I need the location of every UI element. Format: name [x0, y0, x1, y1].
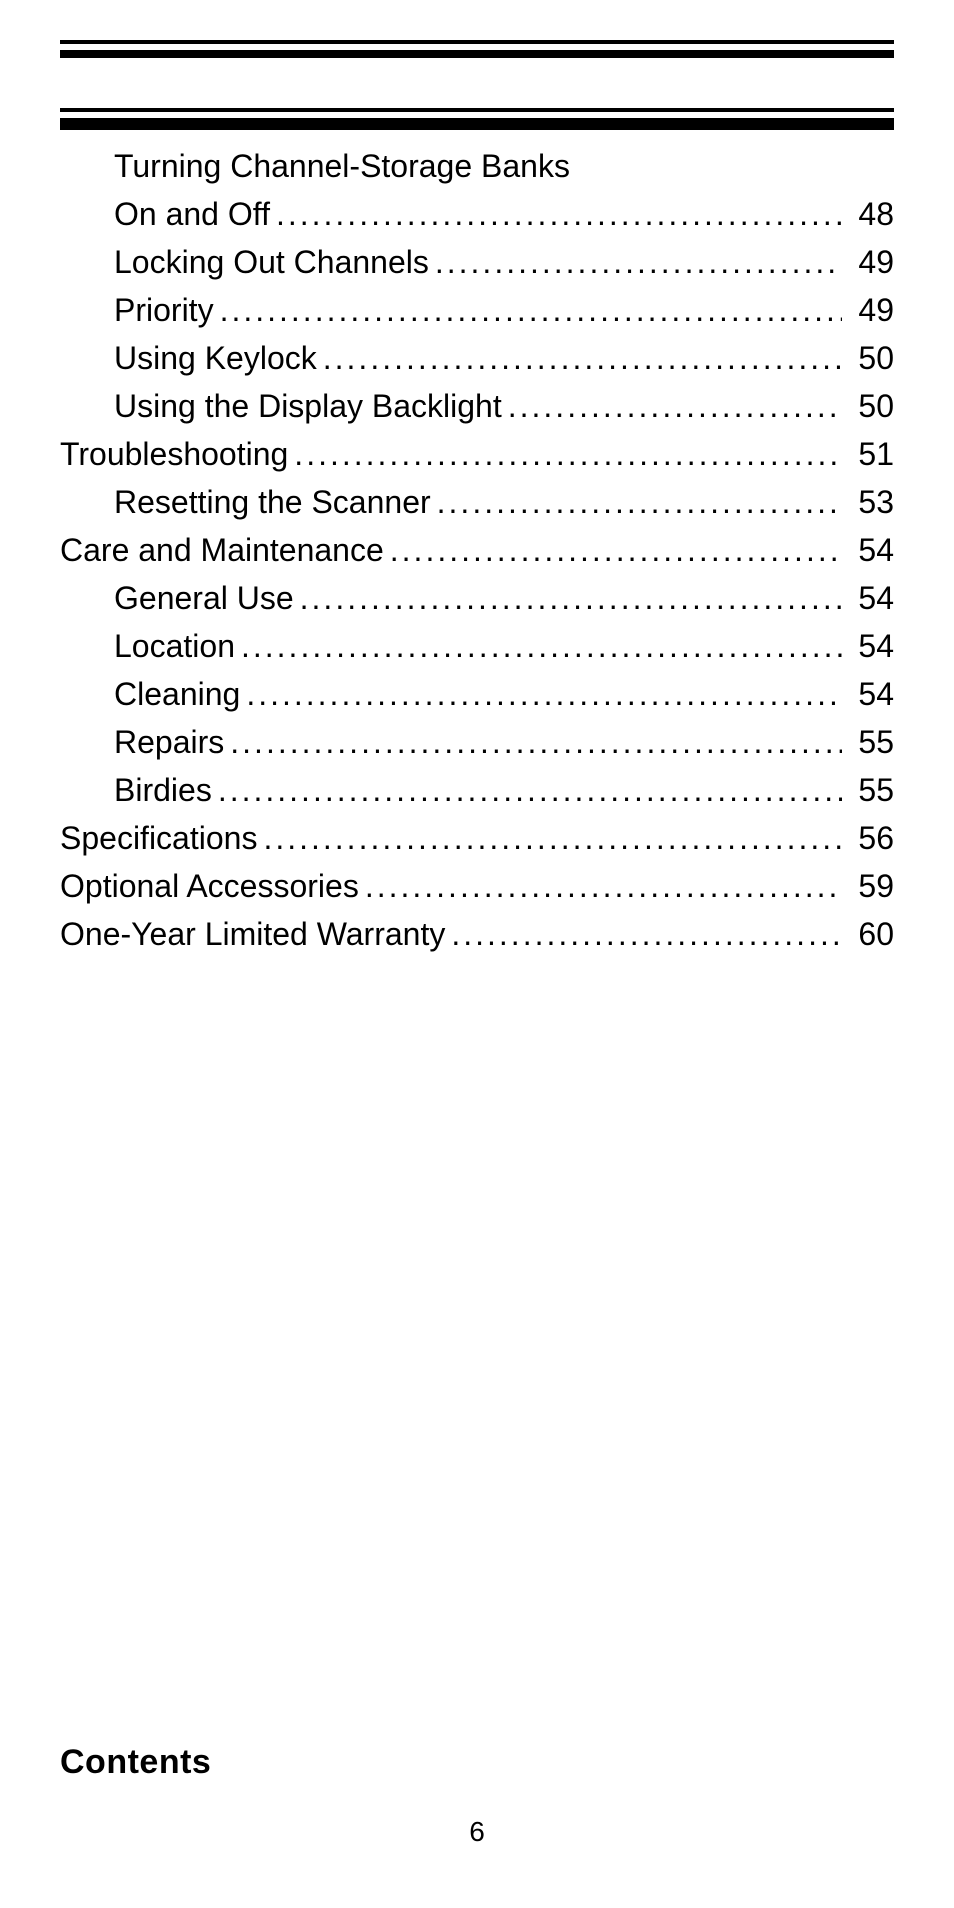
- toc-entry: Priority 49: [60, 286, 894, 334]
- toc-page-number: 49: [848, 238, 894, 286]
- toc-label: Priority: [114, 286, 214, 334]
- toc-label: One-Year Limited Warranty: [60, 910, 445, 958]
- toc-leader: [241, 622, 842, 670]
- toc-page-number: 53: [848, 478, 894, 526]
- toc-page-number: 49: [848, 286, 894, 334]
- toc-label: Resetting the Scanner: [114, 478, 431, 526]
- table-of-contents: Turning Channel-Storage Banks On and Off…: [60, 142, 894, 958]
- toc-leader: [300, 574, 842, 622]
- toc-label: Troubleshooting: [60, 430, 288, 478]
- toc-entry: Using Keylock 50: [60, 334, 894, 382]
- toc-leader: [263, 814, 842, 862]
- mid-rule: [60, 108, 894, 130]
- toc-label: On and Off: [114, 190, 270, 238]
- toc-label: General Use: [114, 574, 294, 622]
- toc-page-number: 51: [848, 430, 894, 478]
- toc-entry: Birdies 55: [60, 766, 894, 814]
- toc-entry: Repairs 55: [60, 718, 894, 766]
- top-rule: [60, 40, 894, 58]
- toc-leader: [276, 190, 842, 238]
- toc-entry: General Use 54: [60, 574, 894, 622]
- toc-page-number: 56: [848, 814, 894, 862]
- toc-page-number: 60: [848, 910, 894, 958]
- toc-leader: [390, 526, 842, 574]
- toc-leader: [218, 766, 842, 814]
- toc-entry: Cleaning 54: [60, 670, 894, 718]
- toc-entry: Locking Out Channels 49: [60, 238, 894, 286]
- section-title: Contents: [60, 1743, 894, 1782]
- page-footer: Contents 6: [60, 1743, 894, 1848]
- toc-entry: Care and Maintenance 54: [60, 526, 894, 574]
- toc-leader: [435, 238, 842, 286]
- toc-label: Cleaning: [114, 670, 240, 718]
- toc-leader: [451, 910, 842, 958]
- toc-label: Locking Out Channels: [114, 238, 429, 286]
- page: Turning Channel-Storage Banks On and Off…: [0, 0, 954, 1908]
- toc-entry: Resetting the Scanner 53: [60, 478, 894, 526]
- toc-entry: Specifications 56: [60, 814, 894, 862]
- toc-page-number: 54: [848, 622, 894, 670]
- toc-leader: [220, 286, 842, 334]
- toc-leader: [246, 670, 842, 718]
- toc-leader: [230, 718, 842, 766]
- toc-page-number: 55: [848, 766, 894, 814]
- toc-label: Using the Display Backlight: [114, 382, 502, 430]
- toc-page-number: 50: [848, 382, 894, 430]
- toc-leader: [437, 478, 842, 526]
- toc-entry: Using the Display Backlight 50: [60, 382, 894, 430]
- toc-page-number: 55: [848, 718, 894, 766]
- toc-leader: [365, 862, 842, 910]
- toc-leader: [294, 430, 842, 478]
- toc-page-number: 50: [848, 334, 894, 382]
- toc-page-number: 54: [848, 574, 894, 622]
- toc-label: Optional Accessories: [60, 862, 359, 910]
- page-number: 6: [60, 1816, 894, 1848]
- toc-entry-wrap-first: Turning Channel-Storage Banks: [60, 142, 894, 190]
- toc-page-number: 59: [848, 862, 894, 910]
- toc-label: Using Keylock: [114, 334, 317, 382]
- toc-leader: [323, 334, 842, 382]
- toc-page-number: 54: [848, 670, 894, 718]
- toc-entry: On and Off 48: [60, 190, 894, 238]
- toc-label: Repairs: [114, 718, 224, 766]
- toc-page-number: 48: [848, 190, 894, 238]
- toc-entry: Optional Accessories 59: [60, 862, 894, 910]
- toc-label: Location: [114, 622, 235, 670]
- toc-entry: Troubleshooting 51: [60, 430, 894, 478]
- toc-page-number: 54: [848, 526, 894, 574]
- toc-leader: [508, 382, 842, 430]
- toc-entry: Location 54: [60, 622, 894, 670]
- toc-label: Care and Maintenance: [60, 526, 384, 574]
- toc-label: Birdies: [114, 766, 212, 814]
- toc-label: Specifications: [60, 814, 257, 862]
- toc-entry: One-Year Limited Warranty 60: [60, 910, 894, 958]
